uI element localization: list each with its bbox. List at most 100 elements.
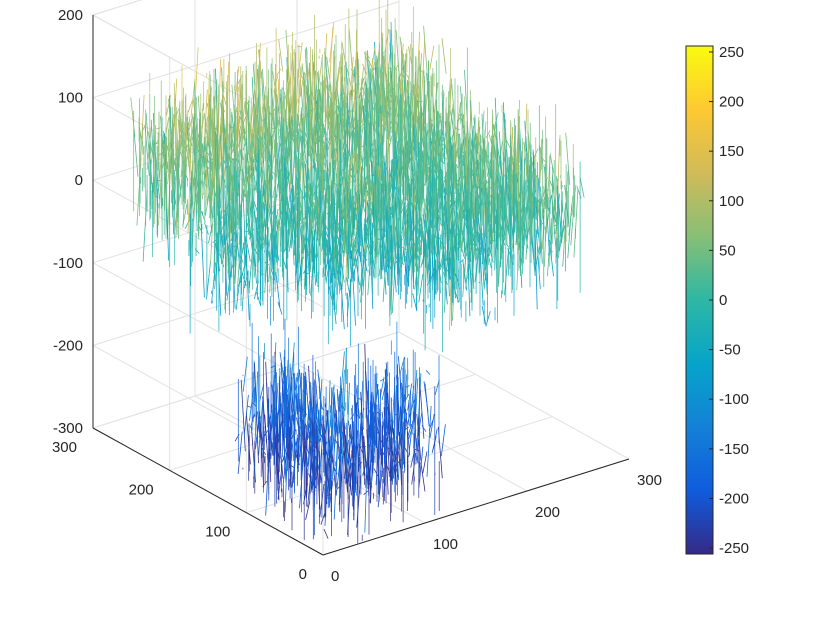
- surface-segment: [420, 462, 426, 492]
- surface-segment: [361, 422, 367, 466]
- surface-segment: [339, 369, 345, 446]
- surface-segment: [153, 139, 159, 147]
- surface-segment: [351, 250, 356, 326]
- surface-segment: [402, 247, 407, 251]
- surface-segment: [335, 113, 341, 167]
- surface-segment: [304, 65, 310, 104]
- surface-segment: [392, 385, 397, 482]
- surface-segment: [334, 406, 340, 486]
- surface-segment: [504, 248, 509, 296]
- surface-segment: [313, 202, 319, 258]
- surface-segment: [335, 61, 341, 90]
- surface-segment: [292, 434, 298, 484]
- surface-segment: [470, 100, 476, 189]
- surface-segment: [503, 170, 508, 178]
- surface-segment: [259, 414, 265, 488]
- surface-segment: [340, 204, 346, 232]
- surface-segment: [264, 226, 270, 294]
- surface-segment: [367, 391, 373, 489]
- x-tick-label: 200: [535, 504, 560, 521]
- surface-segment: [418, 273, 424, 303]
- surface-segment: [300, 217, 305, 225]
- y-tick-label: 100: [205, 524, 230, 541]
- gridline: [92, 179, 324, 308]
- surface-segment: [265, 432, 271, 516]
- surface-segment: [204, 222, 209, 235]
- colorbar-gradient: [685, 45, 714, 555]
- surface-segment: [391, 242, 397, 314]
- x-tick-label: 300: [637, 472, 662, 489]
- gridline: [92, 331, 400, 429]
- surface-segment: [218, 156, 224, 172]
- surface-segment: [335, 66, 341, 95]
- surface-segment: [504, 113, 509, 177]
- surface-segment: [296, 110, 302, 173]
- surface-segment: [382, 240, 388, 303]
- surface-segment: [279, 352, 285, 382]
- surface-segment: [442, 116, 448, 160]
- surface-segment: [407, 383, 413, 411]
- surface-segment: [465, 246, 471, 289]
- surface-segment: [535, 229, 541, 290]
- gridline: [398, 331, 630, 460]
- tick-labels: 0 100 200 300 0 100 200 300 -300 -200 -100 0 100 200: [52, 7, 662, 585]
- surface-segment: [253, 371, 258, 488]
- x-tick-label: 0: [331, 568, 339, 585]
- colorbar-tick-label: -200: [719, 490, 749, 507]
- surface-segment: [275, 272, 281, 308]
- surface-segment: [550, 155, 555, 177]
- surface-segment: [384, 28, 390, 53]
- surface-segment: [263, 213, 269, 249]
- surface-segment: [426, 405, 432, 477]
- colorbar-tick-label: 150: [719, 143, 744, 160]
- surface-segment: [189, 184, 195, 217]
- z-tick-label: 0: [75, 172, 83, 189]
- surface-segment: [560, 225, 566, 242]
- surface-segment: [199, 203, 205, 298]
- surface-segment: [343, 442, 348, 493]
- surface-segment: [311, 125, 316, 173]
- surface-segment: [234, 65, 240, 103]
- surface-segment: [379, 378, 385, 382]
- surface-segment: [317, 379, 323, 449]
- surface-segment: [462, 241, 468, 298]
- surface-segment: [156, 127, 161, 130]
- surface-segment: [307, 464, 313, 508]
- colorbar-tick-label: -150: [719, 441, 749, 458]
- z-tick-label: 200: [58, 7, 83, 24]
- surface-segment: [300, 136, 306, 198]
- surface-segment: [286, 394, 292, 429]
- z-tick-label: -300: [53, 420, 83, 437]
- surface-segment: [235, 276, 241, 311]
- surface-segment: [511, 126, 517, 172]
- surface-segment: [359, 427, 365, 437]
- surface-segment: [255, 412, 260, 450]
- surface-segment: [573, 188, 579, 258]
- surface-segment: [413, 411, 419, 464]
- surface-segment: [371, 201, 377, 251]
- surface-segment: [366, 414, 372, 448]
- surface-segment: [345, 382, 350, 485]
- surface-segment: [230, 211, 236, 309]
- gridline: [92, 1, 400, 99]
- surface-segment: [323, 528, 329, 539]
- surface-segment: [425, 370, 431, 375]
- surface-segment: [326, 494, 332, 496]
- surface-segment: [347, 192, 353, 279]
- surface-segment: [222, 231, 228, 262]
- z-tick-label: 100: [58, 90, 83, 107]
- surface-segment: [421, 425, 427, 433]
- surface-segment: [308, 406, 314, 465]
- z-tick-label: -200: [53, 337, 83, 354]
- surface-segment: [370, 48, 376, 77]
- surface-segment: [506, 140, 511, 149]
- colorbar: 250 200 150 100 50 0 -50 -100 -150 -200 -250: [685, 44, 749, 557]
- surface-segment: [557, 185, 563, 244]
- colorbar-tick-label: 0: [719, 292, 727, 309]
- surface-segment: [333, 431, 339, 520]
- surface-segment: [568, 195, 574, 236]
- surface-segment: [419, 384, 425, 439]
- surface-segment: [191, 177, 197, 248]
- surface-segment: [459, 259, 464, 264]
